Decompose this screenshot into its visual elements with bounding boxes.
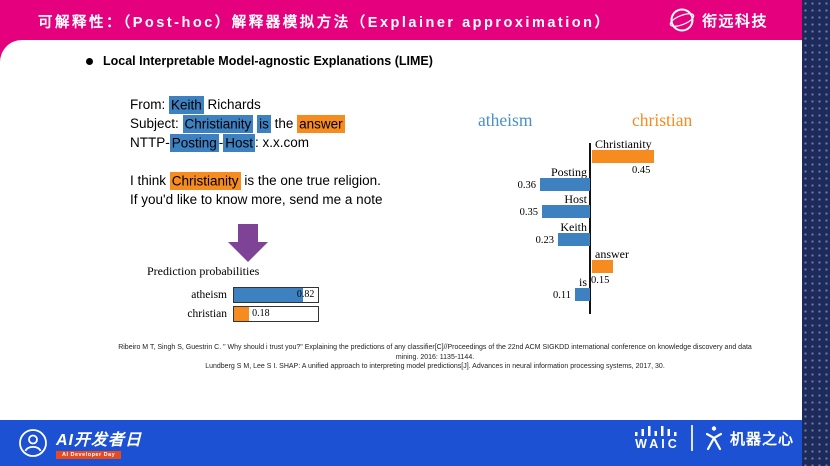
email-line: Subject: Christianity is the answer xyxy=(130,114,345,133)
email-line xyxy=(130,152,382,171)
prediction-bar-value: 0.82 xyxy=(296,289,315,300)
highlighted-word: answer xyxy=(297,114,345,133)
feature-bar-value: 0.23 xyxy=(535,234,554,246)
brand-logo: 衔远科技 xyxy=(669,7,768,33)
synced-logo: 机器之心 xyxy=(704,425,794,451)
prediction-bar-fill xyxy=(234,288,303,302)
feature-bar xyxy=(592,150,654,163)
feature-chart-header-christian: christian xyxy=(632,110,693,130)
prediction-bar-row: christian 0.18 xyxy=(145,306,319,322)
email-line: NTTP- Posting - Host: x.x.com xyxy=(130,133,310,152)
feature-word-label: is xyxy=(578,274,587,289)
feature-bar xyxy=(575,287,590,301)
email-text: From: Keith Richards Subject: Christianit… xyxy=(130,95,382,209)
feature-bar-value: 0.36 xyxy=(517,179,536,191)
highlighted-word: Christianity xyxy=(182,114,254,133)
reference-item: Ribeiro M T, Singh S, Guestrin C. " Why … xyxy=(118,344,752,361)
feature-bar xyxy=(592,260,613,273)
feature-chart: atheism christian Christianity 0.45 Postin… xyxy=(460,102,790,352)
references: Ribeiro M T, Singh S, Guestrin C. " Why … xyxy=(110,343,760,372)
feature-bar-value: 0.15 xyxy=(591,275,610,286)
feature-word-label: Christianity xyxy=(595,137,652,151)
prediction-bar: 0.82 xyxy=(233,287,319,303)
waic-logo-text: WAIC xyxy=(635,437,680,451)
prediction-bar-fill xyxy=(234,307,250,321)
footer-logo-divider xyxy=(691,425,693,451)
orbit-logo-icon xyxy=(669,8,695,32)
prediction-class-label: christian xyxy=(187,308,227,320)
bullet-item: Local Interpretable Model-agnostic Expla… xyxy=(86,54,433,68)
bullet-text: Local Interpretable Model-agnostic Expla… xyxy=(103,54,433,68)
ai-developer-day-title: AI开发者日 xyxy=(56,432,143,449)
footer-left-text: AI开发者日 AI Developer Day xyxy=(56,426,142,459)
feature-bar-value: 0.11 xyxy=(553,289,571,301)
feature-word-label: Host xyxy=(564,192,587,206)
synced-logo-text: 机器之心 xyxy=(729,430,794,448)
brand-logo-text: 衔远科技 xyxy=(701,12,768,30)
highlighted-word: Posting xyxy=(169,133,219,152)
feature-word-label: Posting xyxy=(550,164,587,179)
bullet-icon xyxy=(86,57,93,65)
prediction-class-label: atheism xyxy=(191,289,227,301)
feature-bar xyxy=(540,177,590,191)
feature-chart-header-atheism: atheism xyxy=(478,110,533,130)
feature-bar xyxy=(542,205,590,218)
content-card: Local Interpretable Model-agnostic Expla… xyxy=(0,40,802,420)
feature-bar-value: 0.35 xyxy=(519,207,538,218)
reference-item: Lundberg S M, Lee S I. SHAP: A unified a… xyxy=(205,363,665,370)
side-strip xyxy=(802,0,830,466)
feature-word-label: answer xyxy=(595,247,629,261)
prediction-chart: Prediction probabilities atheism 0.82 chri… xyxy=(145,264,319,325)
email-line: If you'd like to know more, send me a no… xyxy=(130,192,383,207)
prediction-chart-rows: atheism 0.82 christian 0.18 xyxy=(145,287,319,322)
footer-bar: AI开发者日 AI Developer Day WAIC xyxy=(0,420,830,466)
feature-bar-value: 0.45 xyxy=(632,165,651,176)
prediction-bar-value: 0.18 xyxy=(252,308,270,319)
email-line: From: Keith Richards xyxy=(130,95,261,114)
feature-bar xyxy=(558,232,590,246)
feature-chart-axis xyxy=(589,143,591,314)
down-arrow-shaft xyxy=(238,224,258,242)
waic-bars-icon xyxy=(635,426,677,436)
prediction-bar: 0.18 xyxy=(233,306,319,322)
ai-developer-day-icon xyxy=(19,428,47,457)
down-arrow-icon xyxy=(228,224,268,262)
highlighted-word: Host xyxy=(223,133,256,152)
footer-right-logos: WAIC 机器之心 xyxy=(634,425,794,451)
down-arrow-head xyxy=(228,242,268,262)
highlighted-word: Keith xyxy=(169,95,204,114)
feature-word-label: Keith xyxy=(560,219,587,234)
email-line: I think Christianity is the one true rel… xyxy=(130,171,381,190)
highlighted-word: Christianity xyxy=(169,171,241,190)
waic-logo: WAIC xyxy=(634,425,680,451)
prediction-bar-row: atheism 0.82 xyxy=(145,287,319,303)
footer-left-logo: AI开发者日 AI Developer Day xyxy=(18,426,142,459)
slide-title: 可解释性：（Post-hoc）解释器模拟方法（Explainer approxi… xyxy=(38,15,612,31)
person-figure-icon xyxy=(705,426,723,451)
ai-developer-day-badge: AI Developer Day xyxy=(56,451,122,459)
prediction-chart-title: Prediction probabilities xyxy=(147,264,260,278)
highlighted-word: is xyxy=(257,114,271,133)
